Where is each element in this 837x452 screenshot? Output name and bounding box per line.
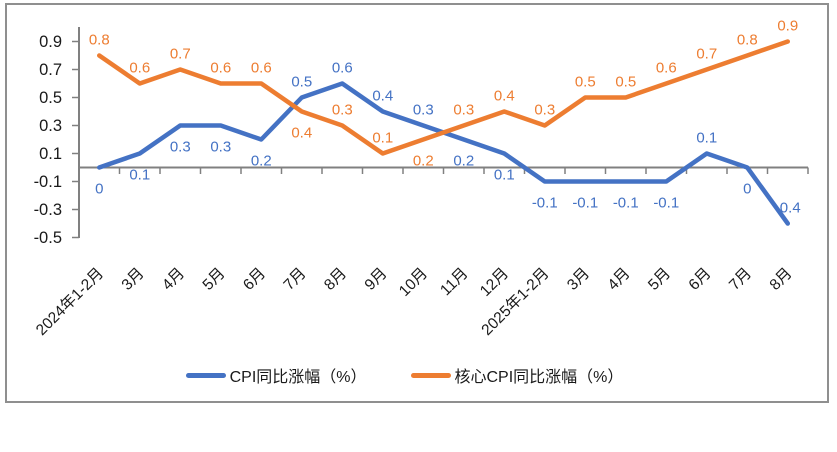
legend-line-swatch-cpi [185, 372, 226, 378]
data-label-series-0: 0.3 [210, 139, 231, 156]
category-label: 7月 [280, 265, 309, 294]
data-label-series-0: -0.1 [613, 195, 639, 212]
data-label-series-0: 0.3 [170, 139, 191, 156]
data-label-series-1: 0.6 [656, 60, 677, 77]
y-axis-tick-label: -0.1 [34, 173, 62, 191]
data-label-series-1: 0.3 [332, 102, 353, 119]
chart-frame [5, 3, 829, 403]
data-label-series-1: 0.9 [777, 18, 798, 35]
data-label-series-1: 0.5 [615, 74, 636, 91]
data-label-series-1: 0.6 [210, 60, 231, 77]
data-label-series-0: 0.2 [251, 153, 272, 170]
data-label-series-0: 0.3 [413, 102, 434, 119]
data-label-series-0: 0 [743, 181, 751, 198]
category-label: 5月 [199, 265, 228, 294]
data-label-series-0: -0.1 [572, 195, 598, 212]
series-line-1 [97, 39, 790, 156]
data-label-series-1: 0.7 [696, 46, 717, 63]
data-label-series-1: 0.6 [251, 60, 272, 77]
data-label-series-0: 0.1 [696, 130, 717, 147]
category-label: 4月 [604, 265, 633, 294]
category-label: 11月 [437, 265, 471, 299]
data-label-series-0: -0.4 [775, 200, 801, 217]
legend-line-swatch-core-cpi [410, 372, 451, 378]
data-label-series-1: 0.3 [453, 102, 474, 119]
data-label-series-0: 0.5 [291, 74, 312, 91]
data-label-series-0: -0.1 [653, 195, 679, 212]
data-label-series-0: 0.2 [453, 153, 474, 170]
data-label-series-0: -0.1 [532, 195, 558, 212]
data-label-series-1: 0.8 [89, 32, 110, 49]
data-label-series-1: 0.5 [575, 74, 596, 91]
data-label-series-1: 0.4 [494, 88, 515, 105]
data-label-series-1: 0.1 [372, 130, 393, 147]
y-axis-tick-label: 0.7 [39, 61, 62, 79]
y-axis-tick-label: -0.3 [34, 201, 62, 219]
data-label-series-1: 0.7 [170, 46, 191, 63]
category-label: 5月 [645, 265, 674, 294]
category-label: 9月 [361, 265, 390, 294]
y-axis-tick-label: 0.1 [39, 145, 62, 163]
category-label: 3月 [564, 265, 593, 294]
data-label-series-1: 0.6 [129, 60, 150, 77]
category-label: 6月 [685, 265, 714, 294]
y-axis-tick-label: 0.9 [39, 33, 62, 51]
legend-item-cpi: CPI同比涨幅（%） [185, 363, 367, 387]
data-label-series-1: 0.8 [737, 32, 758, 49]
legend-item-core-cpi: 核心CPI同比涨幅（%） [410, 363, 624, 387]
data-label-series-0: 0.1 [494, 167, 515, 184]
data-label-series-0: 0.6 [332, 60, 353, 77]
data-label-series-0: 0.1 [129, 167, 150, 184]
category-label: 4月 [159, 265, 188, 294]
series-line-0 [97, 81, 790, 226]
data-label-series-1: 0.4 [291, 125, 312, 142]
y-axis-tick-label: 0.5 [39, 89, 62, 107]
category-label: 8月 [321, 265, 350, 294]
category-label: 3月 [118, 265, 147, 294]
legend: CPI同比涨幅（%） 核心CPI同比涨幅（%） [0, 363, 823, 387]
data-label-series-1: 0.2 [413, 153, 434, 170]
legend-label-cpi: CPI同比涨幅（%） [229, 369, 367, 386]
category-label: 12月 [477, 265, 512, 300]
y-axis-tick-label: 0.3 [39, 117, 62, 135]
data-label-series-0: 0.4 [372, 88, 393, 105]
category-label: 7月 [726, 265, 755, 294]
category-label: 6月 [240, 265, 269, 294]
data-label-series-1: 0.3 [534, 102, 555, 119]
legend-label-core-cpi: 核心CPI同比涨幅（%） [454, 369, 624, 386]
category-label: 8月 [766, 265, 795, 294]
category-label: 10月 [396, 265, 431, 300]
category-label: 2024年1-2月 [32, 264, 107, 339]
y-axis-tick-label: -0.5 [34, 229, 62, 247]
data-label-series-0: 0 [95, 181, 103, 198]
